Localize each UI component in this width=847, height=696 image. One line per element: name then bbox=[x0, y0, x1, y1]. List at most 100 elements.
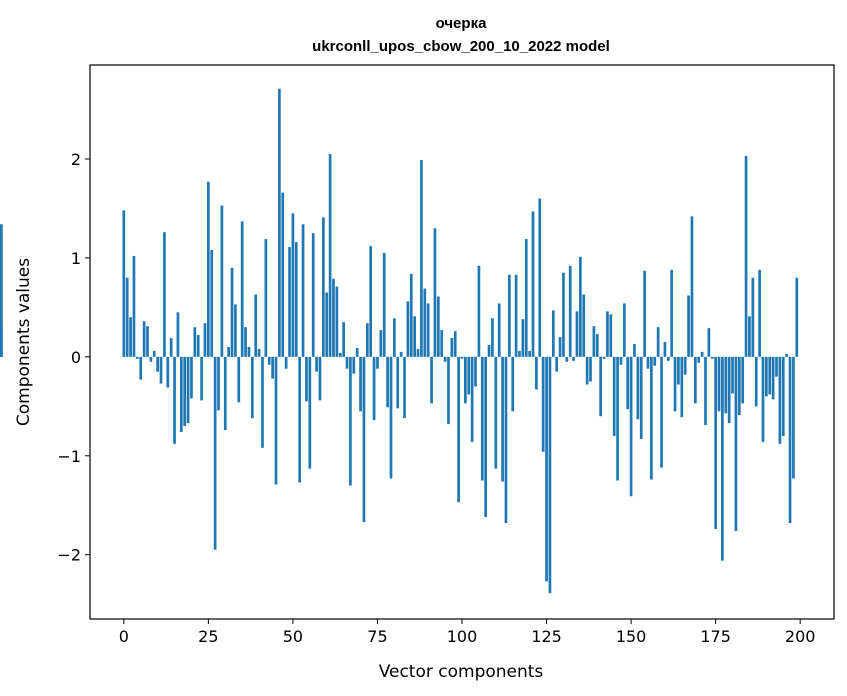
bar-159 bbox=[660, 356, 663, 468]
x-tick-label: 125 bbox=[531, 627, 562, 646]
bar-22 bbox=[196, 335, 200, 357]
bar-192 bbox=[771, 356, 775, 400]
bar-37 bbox=[247, 346, 251, 357]
bar-96 bbox=[447, 356, 450, 425]
bar-186 bbox=[751, 277, 755, 357]
bar-184 bbox=[744, 156, 748, 357]
bar-114 bbox=[507, 274, 511, 357]
bar-13 bbox=[166, 356, 170, 388]
bar-75 bbox=[376, 356, 379, 369]
bar-146 bbox=[616, 356, 619, 481]
bar-191 bbox=[768, 356, 772, 395]
bar-121 bbox=[531, 211, 535, 357]
bar-150 bbox=[629, 356, 633, 497]
bar-84 bbox=[406, 301, 410, 357]
chart-subtitle: ukrconll_upos_cbow_200_10_2022 model bbox=[312, 38, 610, 55]
bar-134 bbox=[575, 311, 579, 357]
bar-197 bbox=[788, 356, 792, 524]
bar-25 bbox=[207, 181, 210, 357]
bar-18 bbox=[183, 356, 187, 427]
bar-141 bbox=[599, 356, 603, 417]
bar-41 bbox=[261, 356, 264, 448]
bar-166 bbox=[683, 356, 687, 375]
bar-173 bbox=[707, 328, 711, 357]
bar-193 bbox=[775, 356, 778, 377]
bar-8 bbox=[149, 356, 153, 362]
bar-177 bbox=[721, 356, 724, 561]
bar-105 bbox=[477, 265, 481, 357]
bar-100 bbox=[460, 356, 464, 359]
bar-82 bbox=[399, 351, 403, 357]
x-axis-ticks: 0 25 50 75 100 125 150 175 200 bbox=[119, 619, 815, 646]
bar-0 bbox=[122, 210, 126, 357]
bar-20 bbox=[190, 356, 193, 399]
bar-19 bbox=[186, 356, 190, 424]
bar-102 bbox=[467, 356, 471, 395]
bar-178 bbox=[724, 356, 728, 414]
y-tick-label: 1 bbox=[71, 249, 81, 268]
bar-35 bbox=[240, 221, 244, 357]
bar-111 bbox=[497, 303, 501, 357]
bar-66 bbox=[345, 356, 349, 369]
bar-153 bbox=[639, 356, 643, 439]
bar-55 bbox=[308, 356, 312, 469]
bar-139 bbox=[592, 326, 596, 357]
bar-136 bbox=[582, 294, 586, 357]
bar-128 bbox=[555, 356, 559, 372]
y-tick-label: −2 bbox=[57, 546, 81, 565]
bar-131 bbox=[565, 356, 569, 362]
x-tick-label: 50 bbox=[283, 627, 303, 646]
bar-83 bbox=[403, 356, 406, 419]
bar-132 bbox=[568, 265, 572, 357]
bar-29 bbox=[220, 205, 224, 357]
bar-182 bbox=[737, 356, 741, 416]
chart-title: очерка bbox=[436, 15, 488, 32]
bar-undefined bbox=[0, 322, 3, 357]
bar-155 bbox=[646, 356, 650, 369]
bar-36 bbox=[244, 327, 247, 357]
bar-60 bbox=[325, 292, 329, 357]
bar-129 bbox=[558, 337, 562, 357]
bar-79 bbox=[389, 356, 393, 479]
bar-194 bbox=[778, 356, 782, 444]
bar-34 bbox=[237, 356, 241, 403]
bar-30 bbox=[223, 356, 227, 431]
bar-165 bbox=[680, 356, 684, 418]
bar-147 bbox=[619, 356, 623, 365]
bar-149 bbox=[626, 356, 630, 410]
bar-158 bbox=[656, 327, 660, 357]
bar-43 bbox=[267, 356, 271, 365]
bar-120 bbox=[528, 350, 531, 357]
bar-99 bbox=[457, 356, 460, 503]
bar-33 bbox=[234, 304, 237, 357]
bar-170 bbox=[697, 356, 701, 363]
bar-144 bbox=[609, 314, 613, 357]
bar-54 bbox=[305, 356, 308, 402]
bar-113 bbox=[504, 356, 508, 524]
bar-87 bbox=[416, 348, 420, 357]
bar-108 bbox=[487, 344, 491, 357]
bar-1 bbox=[125, 277, 129, 357]
bar-97 bbox=[450, 338, 454, 357]
bar-65 bbox=[342, 322, 345, 357]
bar-171 bbox=[700, 351, 704, 357]
bar-38 bbox=[250, 356, 254, 419]
bar-176 bbox=[717, 356, 721, 412]
bar-59 bbox=[321, 217, 325, 357]
bar-156 bbox=[650, 356, 653, 480]
bar-133 bbox=[572, 356, 575, 361]
bar-103 bbox=[470, 356, 474, 442]
bar-148 bbox=[622, 303, 626, 357]
bar-138 bbox=[589, 356, 592, 382]
bar-160 bbox=[663, 342, 667, 357]
y-tick-label: 0 bbox=[71, 348, 81, 367]
bar-62 bbox=[332, 278, 335, 357]
bar-181 bbox=[734, 356, 738, 531]
bar-187 bbox=[754, 356, 758, 407]
x-tick-label: 100 bbox=[447, 627, 478, 646]
bar-188 bbox=[758, 269, 761, 357]
bar-91 bbox=[430, 356, 433, 404]
bar-137 bbox=[585, 356, 589, 385]
bar-78 bbox=[386, 356, 389, 408]
